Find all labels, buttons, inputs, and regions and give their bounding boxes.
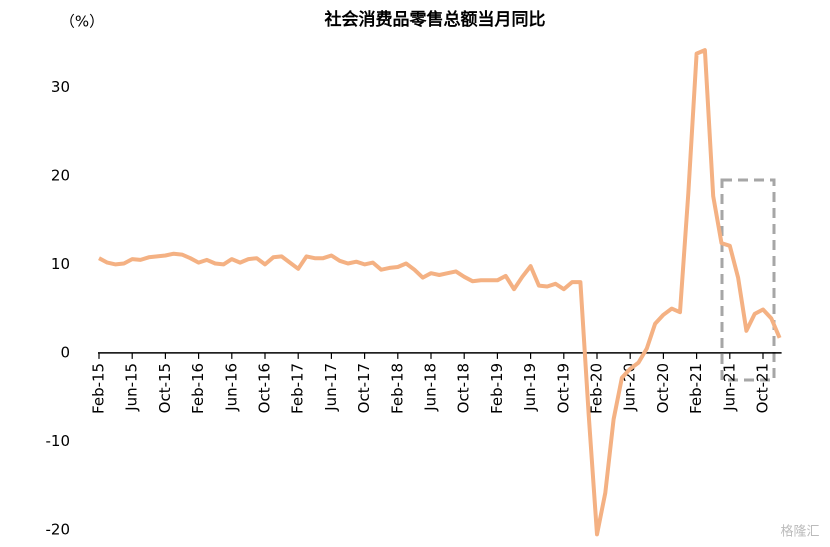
chart-title: 社会消费品零售总额当月同比: [324, 9, 546, 30]
x-tick-label: Jun-21: [720, 363, 738, 412]
x-tick-label: Oct-18: [455, 363, 473, 413]
x-tick-label: Jun-17: [322, 363, 340, 412]
x-tick-label: Feb-18: [388, 363, 406, 414]
y-tick-label: 20: [51, 166, 70, 184]
x-tick-label: Jun-15: [123, 363, 141, 412]
x-tick-label: Feb-20: [588, 363, 606, 414]
x-tick-label: Oct-21: [754, 363, 772, 413]
y-tick-label: -20: [46, 521, 71, 539]
y-tick-label: -10: [46, 432, 71, 450]
y-axis-label: （%）: [60, 13, 104, 31]
y-tick-label: 30: [51, 78, 70, 96]
x-tick-label: Feb-19: [488, 363, 506, 414]
highlight-box: [720, 178, 776, 382]
y-tick-label: 0: [60, 343, 70, 361]
x-tick-label: Feb-17: [289, 363, 307, 414]
x-tick-label: Feb-16: [189, 363, 207, 414]
x-tick-label: Oct-20: [654, 363, 672, 413]
x-tick-label: Feb-21: [687, 363, 705, 414]
x-tick-label: Oct-19: [554, 363, 572, 413]
line: [98, 48, 782, 537]
watermark: 格隆汇: [780, 524, 819, 540]
y-tick-label: 10: [51, 255, 70, 273]
x-tick-label: Jun-16: [222, 363, 240, 412]
x-tick-label: Oct-17: [355, 363, 373, 413]
x-tick-label: Oct-16: [256, 363, 274, 413]
x-tick-label: Feb-15: [90, 363, 108, 414]
x-tick-label: Jun-19: [521, 363, 539, 412]
x-tick-label: Oct-15: [156, 363, 174, 413]
x-tick-label: Jun-18: [422, 363, 440, 412]
